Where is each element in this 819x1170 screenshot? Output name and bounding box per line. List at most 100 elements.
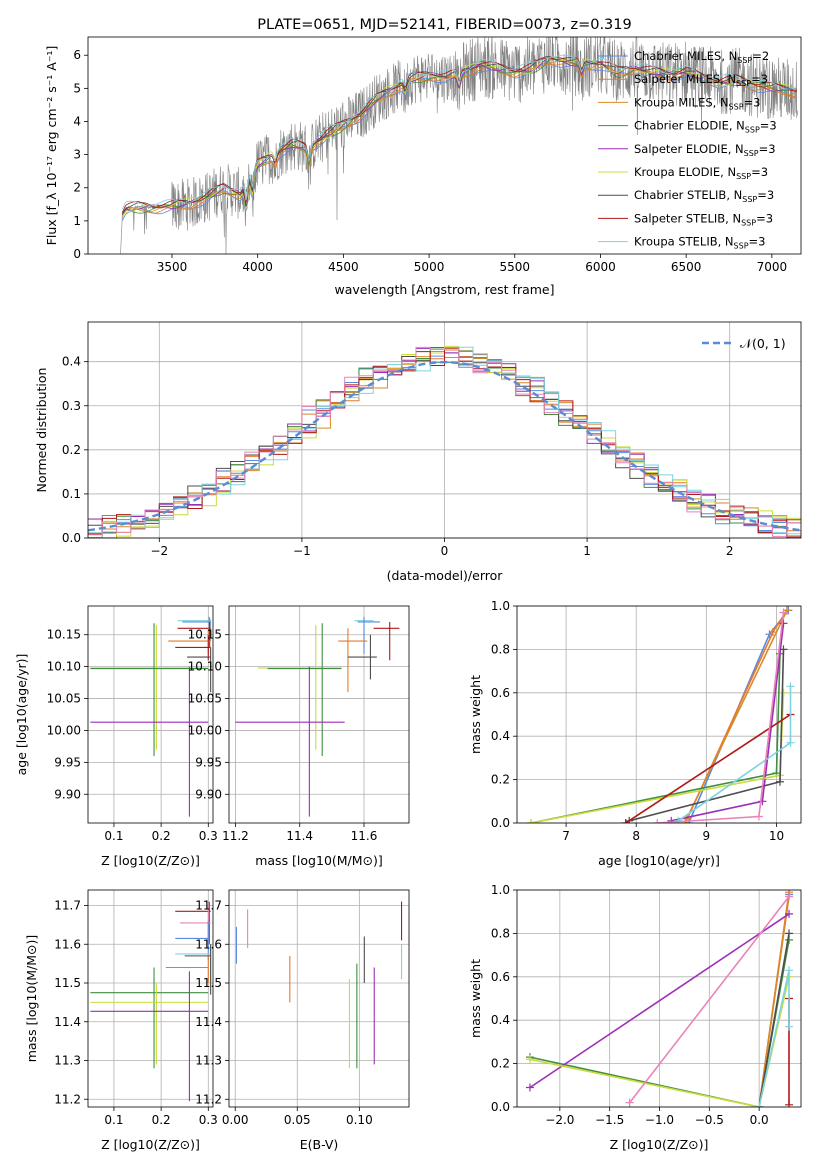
x-tick-label: 0.05: [284, 1113, 311, 1127]
grid: [229, 890, 409, 1107]
x-tick-label: 5000: [414, 260, 445, 274]
weight-line-chabrier_stelib: [758, 933, 790, 1107]
weight-marker-salpeter_stelib: [621, 819, 630, 823]
y-axis-label: age [log10(age/yr)]: [14, 654, 29, 776]
y-tick-label: 10.00: [47, 723, 81, 737]
y-tick-label: 11.7: [54, 899, 81, 913]
y-tick-label: 10.05: [188, 692, 222, 706]
plot-area: [527, 606, 795, 823]
panel-residuals: −2 −1 0 1 2 0.0 0.1 0.2 0.3 0.4 (data-model)/error…: [34, 321, 802, 583]
y-tick-label: 5: [73, 81, 81, 95]
y-tick-label: 0.1: [62, 487, 81, 501]
weight-marker-salpeter_elodie: [667, 816, 676, 823]
x-tick-label: 4500: [328, 260, 359, 274]
panel-mass_vs_ebv: 0.00 0.05 0.10 11.2 11.3 11.4 11.5 11.6 11.7 E(B-…: [195, 889, 410, 1152]
y-tick-label: 11.5: [54, 976, 81, 990]
plot-area: [525, 890, 794, 1107]
x-tick-label: 8: [632, 829, 640, 843]
y-tick-label: 11.3: [54, 1054, 81, 1068]
y-tick-label: 0.6: [491, 970, 510, 984]
x-tick-label: −1.5: [595, 1113, 624, 1127]
x-tick-label: 7: [562, 829, 570, 843]
x-tick-label: −1.0: [645, 1113, 674, 1127]
weight-marker-kroupa_stelib: [755, 1103, 764, 1107]
y-tick-label: 11.2: [54, 1092, 81, 1106]
x-tick-label: 0.00: [222, 1113, 249, 1127]
y-tick-label: 0.8: [491, 642, 510, 656]
weight-line-pink: [628, 896, 790, 1104]
plot-area: [90, 616, 212, 817]
weight-marker-salpeter_miles: [768, 628, 777, 637]
y-tick-label: 1: [73, 214, 81, 228]
weight-marker-salpeter_elodie: [525, 1083, 534, 1092]
x-tick-label: 0.10: [346, 1113, 373, 1127]
x-tick-label: 2: [726, 544, 734, 558]
weight-marker-pink: [754, 812, 763, 821]
weight-marker-kroupa_elodie: [527, 819, 536, 823]
weight-marker-kroupa_elodie: [779, 688, 788, 697]
legend-label-kroupa_elodie: Kroupa ELODIE, NSSP=3: [634, 165, 768, 181]
y-tick-label: 11.6: [54, 937, 81, 951]
weight-line-chabrier_miles: [688, 609, 790, 823]
panel-mass_weight_vs_Z: −2.0 −1.5 −1.0 −0.5 0.0 0.0 0.2 0.4 0.6 0.8 1.0 Z […: [468, 883, 802, 1152]
y-tick-label: 2: [73, 181, 81, 195]
x-tick-label: 9: [703, 829, 711, 843]
panel-spectrum: 3500 4000 4500 5000 5500 6000 6500 7000 0 1 2 3 4 5 6 P…: [44, 17, 802, 297]
weight-marker-salpeter_stelib: [785, 1100, 794, 1107]
weight-line-chabrier_elodie: [530, 653, 781, 823]
plot-area: [235, 616, 400, 817]
axes-frame: [228, 605, 410, 824]
weight-line-salpeter_stelib: [625, 713, 791, 823]
x-axis-label: Z [log10(Z/Z⊙)]: [610, 1137, 709, 1152]
weight-marker-salpeter_elodie: [785, 909, 794, 918]
x-tick-label: −0.5: [695, 1113, 724, 1127]
y-tick-label: 0.2: [62, 443, 81, 457]
x-axis-label: E(B-V): [300, 1137, 339, 1152]
y-tick-label: 10.10: [47, 660, 81, 674]
x-tick-label: 1: [583, 544, 591, 558]
weight-marker-kroupa_stelib: [785, 1022, 794, 1031]
legend: Chabrier MILES, NSSP=2 Salpeter MILES, NS…: [598, 49, 777, 251]
weight-line-salpeter_elodie: [529, 913, 790, 1089]
y-tick-label: 11.6: [195, 937, 222, 951]
axes-frame: [87, 605, 214, 824]
x-tick-label: 11.4: [286, 829, 313, 843]
y-tick-label: 0.4: [491, 729, 510, 743]
legend-label-kroupa_miles: Kroupa MILES, NSSP=3: [634, 95, 760, 111]
grid: [517, 889, 801, 1108]
weight-marker-kroupa_stelib: [785, 966, 794, 975]
x-tick-label: 0.2: [152, 829, 171, 843]
x-tick-label: 0.0: [750, 1113, 769, 1127]
y-tick-label: 10.00: [188, 723, 222, 737]
y-tick-label: 1.0: [491, 599, 510, 613]
x-tick-label: 6000: [585, 260, 616, 274]
y-tick-label: 0: [73, 247, 81, 261]
panel-mass_vs_Z: 0.1 0.2 0.3 11.2 11.3 11.4 11.5 11.6 11.7 Z [log1…: [24, 889, 218, 1152]
grid: [88, 890, 213, 1107]
weight-marker-chabrier_stelib: [779, 645, 788, 654]
x-tick-label: 0.1: [104, 829, 123, 843]
y-tick-label: 0.0: [62, 531, 81, 545]
x-tick-label: −1: [293, 544, 311, 558]
plot-area: [90, 901, 212, 1102]
legend-label-normal: 𝒩(0, 1): [740, 336, 786, 351]
y-tick-label: 11.7: [195, 899, 222, 913]
x-tick-label: 7000: [757, 260, 788, 274]
weight-marker-kroupa_stelib: [786, 682, 795, 691]
weight-marker-salpeter_elodie: [779, 619, 788, 628]
legend-label-chabrier_miles: Chabrier MILES, NSSP=2: [634, 49, 769, 65]
y-axis-label: mass weight: [468, 959, 483, 1038]
y-axis-label: Normed distribution: [34, 368, 49, 493]
legend-label-chabrier_stelib: Chabrier STELIB, NSSP=3: [634, 188, 774, 204]
weight-marker-chabrier_stelib: [775, 777, 784, 786]
weight-marker-pink: [653, 819, 662, 823]
x-tick-label: 5500: [499, 260, 530, 274]
chart-title: PLATE=0651, MJD=52141, FIBERID=0073, z=0…: [257, 17, 631, 33]
axes-frame: [87, 36, 802, 255]
weight-line-kroupa_stelib: [758, 970, 790, 1107]
x-tick-label: 0.1: [104, 1113, 123, 1127]
y-tick-label: 0.2: [491, 773, 510, 787]
plot-area: [88, 345, 801, 538]
weight-marker-pink: [785, 892, 794, 901]
